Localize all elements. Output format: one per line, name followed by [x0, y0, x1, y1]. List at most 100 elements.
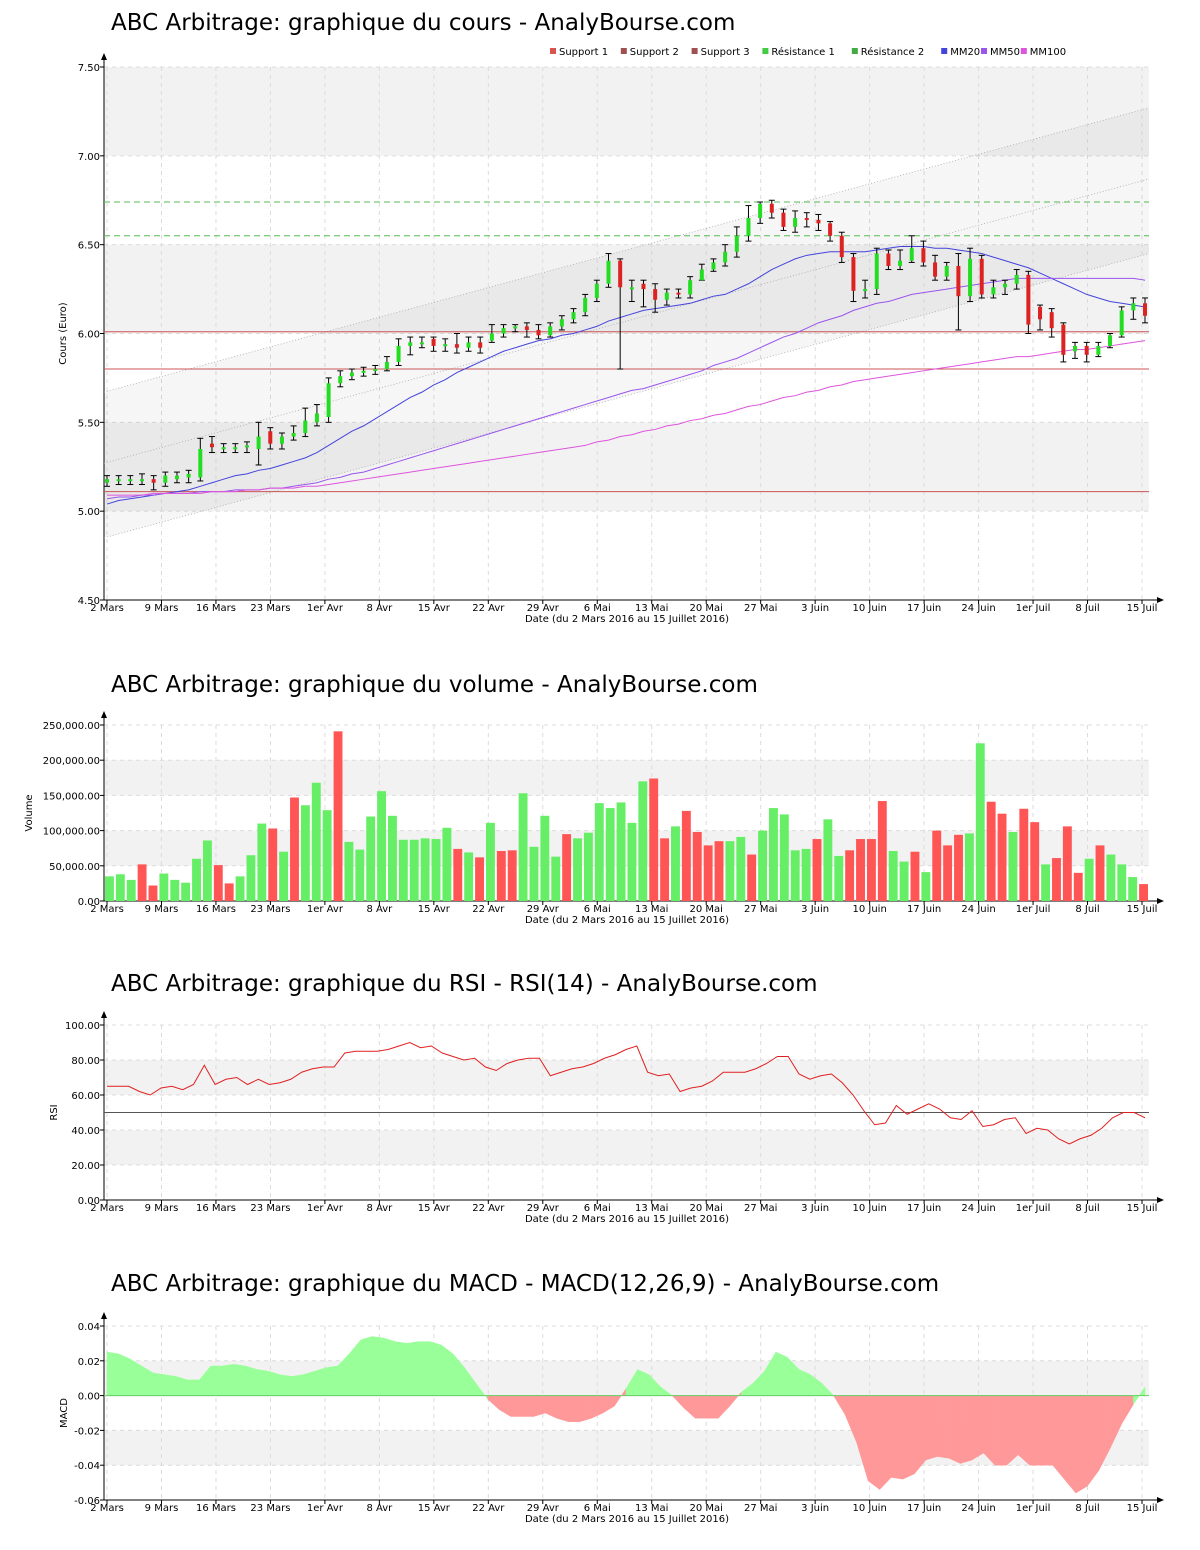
x-tick-label: 17 Juin: [907, 603, 941, 614]
trend-line-middle: [103, 178, 1150, 464]
candle-body: [256, 436, 261, 449]
x-tick-label: 15 Juil: [1127, 1503, 1158, 1514]
volume-bar: [464, 852, 474, 901]
grid-band: [104, 244, 1149, 334]
volume-bar: [1019, 808, 1029, 901]
volume-bar: [409, 839, 419, 901]
volume-bar: [398, 839, 408, 901]
volume-bar: [649, 778, 659, 901]
volume-bar: [420, 838, 430, 901]
volume-bar: [877, 801, 887, 901]
x-tick-label: 1er Juil: [1016, 1503, 1051, 1514]
x-tick-label: 15 Juil: [1127, 904, 1158, 915]
volume-bar: [1117, 864, 1127, 901]
y-tick-label: 40.00: [71, 1126, 100, 1137]
macd-area-segment: [406, 1341, 419, 1396]
volume-bar: [583, 832, 593, 901]
macd-area-segment: [487, 1395, 500, 1411]
candle-body: [618, 260, 623, 288]
x-axis-arrow: [1157, 898, 1164, 904]
candle-body: [419, 342, 424, 345]
candle-body: [116, 479, 121, 482]
volume-bar: [496, 851, 506, 901]
volume-bar: [845, 850, 855, 901]
legend-label: MM20: [950, 47, 980, 58]
volume-bar: [747, 854, 757, 901]
x-tick-label: 3 Juin: [801, 603, 829, 614]
volume-bar: [507, 850, 517, 901]
x-tick-label: 23 Mars: [250, 603, 290, 614]
volume-bar: [181, 882, 191, 901]
candle-body: [944, 265, 949, 277]
candle-body: [303, 420, 308, 433]
candle-body: [1108, 335, 1113, 346]
x-axis-label: Date (du 2 Mars 2016 au 15 Juillet 2016): [525, 1514, 729, 1525]
candle-body: [571, 312, 576, 320]
y-axis-label: Cours (Euro): [58, 302, 69, 365]
candle-body: [443, 344, 448, 347]
y-tick-label: 250,000.00: [43, 721, 100, 732]
volume-bar: [224, 883, 234, 901]
volume-bar: [1052, 858, 1061, 901]
candle-body: [874, 253, 879, 290]
x-tick-label: 17 Juin: [907, 1203, 941, 1214]
rsi-line: [107, 1041, 1146, 1145]
volume-chart: 0.00 50,000.00 100,000.00 150,000.00 200,000…: [24, 711, 1164, 926]
x-axis-arrow: [1157, 1497, 1164, 1503]
x-tick-label: 15 Juil: [1127, 1203, 1158, 1214]
volume-bar: [779, 814, 789, 901]
trend-line-lower: [103, 253, 1150, 539]
x-tick-label: 2 Mars: [90, 1503, 124, 1514]
candle-body: [886, 253, 891, 266]
macd-area-segment: [210, 1365, 223, 1396]
x-axis-label: Date (du 2 Mars 2016 au 15 Juillet 2016): [525, 1214, 729, 1225]
candle-body: [291, 432, 296, 437]
candle-body: [629, 287, 634, 290]
x-tick-label: 22 Avr: [472, 1503, 505, 1514]
macd-area-segment: [1121, 1395, 1134, 1425]
macd-area-segment: [175, 1376, 188, 1396]
candle-body: [1084, 345, 1089, 355]
candle-body: [1096, 345, 1101, 355]
x-tick-label: 23 Mars: [250, 904, 290, 915]
legend-label: Résistance 2: [861, 46, 924, 58]
candle-body: [548, 326, 553, 336]
grid-band: [104, 760, 1149, 796]
y-tick-label: 150,000.00: [43, 791, 100, 802]
price-chart: 4.50 5.00 5.50 6.00 6.50 7.00 7.50 2 Mars 9 Mars…: [58, 46, 1164, 625]
x-tick-label: 8 Avr: [366, 603, 393, 614]
candle-body: [793, 218, 798, 227]
macd-area-segment: [395, 1341, 408, 1396]
volume-bar: [115, 874, 125, 901]
volume-bar: [1073, 872, 1083, 901]
volume-bar: [834, 855, 844, 901]
volume-bar: [943, 845, 953, 901]
x-tick-label: 10 Juin: [852, 904, 886, 915]
x-tick-label: 1er Juil: [1016, 904, 1051, 915]
volume-bar: [888, 851, 898, 901]
candle-body: [933, 262, 938, 277]
legend-swatch: [620, 48, 627, 54]
x-tick-label: 23 Mars: [250, 1203, 290, 1214]
candle-body: [921, 248, 926, 263]
volume-bar: [540, 815, 550, 901]
x-tick-label: 3 Juin: [801, 1503, 829, 1514]
x-tick-label: 1er Avr: [307, 603, 344, 614]
volume-bar: [986, 801, 996, 901]
x-tick-label: 15 Avr: [418, 904, 451, 915]
macd-area-segment: [187, 1379, 200, 1396]
x-tick-label: 16 Mars: [196, 1503, 236, 1514]
macd-area-segment: [1075, 1395, 1088, 1494]
volume-bar: [605, 808, 615, 901]
x-tick-label: 17 Juin: [907, 904, 941, 915]
macd-area-segment: [718, 1395, 731, 1419]
candle-body: [524, 326, 529, 330]
candle-body: [186, 473, 191, 478]
volume-bar: [333, 731, 343, 901]
y-tick-label: 100.00: [65, 1021, 100, 1032]
volume-bar: [1041, 864, 1051, 901]
candle-body: [898, 260, 903, 266]
candle-body: [594, 283, 599, 298]
volume-bar: [638, 781, 648, 901]
x-tick-label: 1er Juil: [1016, 1203, 1051, 1214]
